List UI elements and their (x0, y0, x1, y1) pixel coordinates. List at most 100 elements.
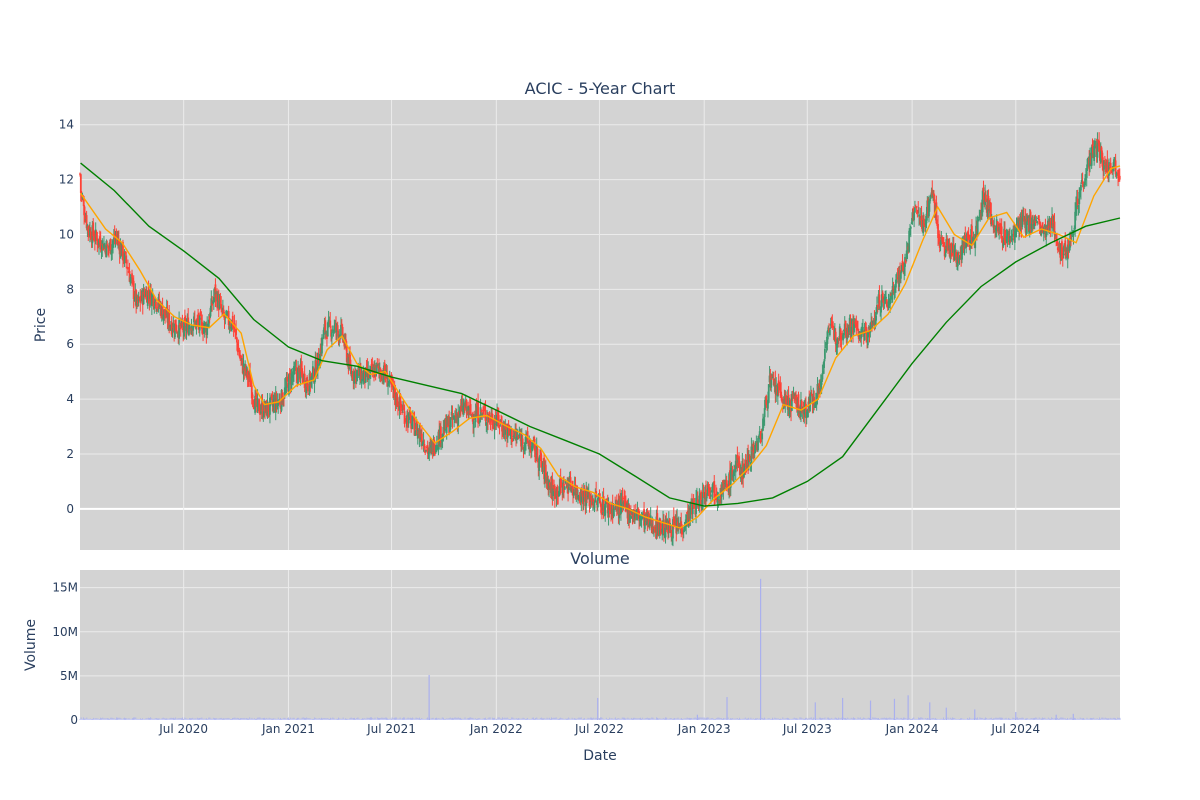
volume-bar (297, 717, 298, 720)
candle-body (202, 327, 205, 334)
candle-body (752, 445, 755, 454)
volume-bar (498, 717, 500, 720)
candle-body (734, 460, 737, 473)
volume-bar (731, 718, 732, 720)
volume-bar (679, 718, 681, 720)
volume-bar (1029, 718, 1031, 720)
volume-bar (491, 717, 493, 720)
candle-body (209, 307, 212, 317)
candle-body (776, 383, 779, 397)
volume-bar (1038, 717, 1040, 720)
volume-bar (275, 718, 277, 720)
candle-body (552, 488, 555, 497)
x-tick-label: Jul 2023 (782, 722, 832, 736)
volume-bar (352, 718, 354, 720)
volume-bar (161, 718, 163, 720)
volume-bar (365, 718, 367, 720)
candle-body (193, 319, 196, 321)
volume-bar (223, 718, 224, 720)
candle-body (553, 486, 556, 500)
volume-bar (964, 719, 966, 720)
volume-bar (879, 719, 881, 720)
candle-body (939, 241, 942, 247)
volume-bar (835, 717, 837, 720)
candle-body (978, 216, 981, 219)
candle-body (244, 363, 247, 369)
candle-body (1032, 222, 1034, 225)
volume-bar (517, 718, 518, 720)
candle-body (200, 317, 203, 320)
volume-bar (1026, 718, 1027, 720)
candle-body (487, 416, 489, 423)
volume-bar (122, 718, 124, 720)
volume-bar (511, 717, 513, 720)
candle-body (341, 327, 344, 338)
volume-bar (912, 718, 914, 720)
volume-bar (507, 718, 509, 720)
candle-body (906, 246, 909, 254)
candle-body (1113, 158, 1116, 162)
candle-body (871, 321, 873, 325)
candle-body (108, 246, 110, 249)
volume-bar (830, 718, 832, 720)
volume-bar (1041, 718, 1042, 720)
volume-bar (965, 719, 967, 720)
candle-body (214, 284, 217, 298)
candle-body (529, 442, 531, 447)
candle-body (471, 414, 474, 417)
candle-body (541, 467, 544, 469)
volume-bar (919, 717, 920, 720)
candle-body (226, 314, 228, 316)
volume-bar (994, 718, 996, 720)
candle-body (1106, 159, 1109, 174)
volume-bar (1074, 717, 1075, 720)
volume-bar (833, 718, 835, 720)
volume-bar (178, 718, 180, 720)
volume-bar (540, 717, 542, 720)
candle-body (282, 401, 285, 403)
volume-bar (908, 718, 910, 720)
candle-body (633, 509, 636, 517)
candle-body (748, 455, 751, 461)
volume-bar (460, 717, 461, 720)
candle-body (221, 307, 224, 311)
candle-body (267, 404, 270, 412)
candle-body (386, 373, 389, 387)
volume-bar (538, 719, 540, 720)
volume-bar (945, 707, 947, 720)
candle-body (448, 416, 451, 434)
candle-body (785, 395, 788, 404)
volume-bar (214, 718, 215, 720)
candle-body (855, 323, 858, 327)
candle-body (1064, 240, 1067, 256)
candle-body (172, 323, 175, 332)
volume-bar (804, 718, 805, 720)
volume-y-axis-label: Volume (23, 619, 39, 671)
candle-body (278, 398, 280, 400)
candle-body (729, 467, 732, 488)
volume-bar (628, 718, 630, 720)
candle-body (321, 337, 323, 354)
candle-body (378, 365, 380, 370)
volume-bar (373, 718, 375, 720)
volume-bar (591, 717, 592, 720)
candle-body (767, 384, 770, 403)
volume-bar (629, 718, 631, 720)
candle-body (1079, 187, 1082, 195)
volume-bar (381, 717, 383, 720)
candle-body (700, 491, 702, 506)
volume-bar (309, 718, 311, 720)
volume-bar (992, 718, 993, 720)
candle-body (530, 448, 532, 453)
volume-bar (893, 698, 896, 720)
candle-body (413, 419, 416, 436)
volume-bar (1087, 718, 1089, 720)
volume-bar (706, 717, 707, 720)
volume-bar (339, 718, 341, 720)
volume-bar (100, 717, 101, 720)
volume-bar (1086, 717, 1088, 720)
candle-body (996, 221, 999, 225)
candle-body (125, 255, 128, 264)
volume-bar (478, 718, 480, 720)
volume-bar (150, 717, 152, 720)
